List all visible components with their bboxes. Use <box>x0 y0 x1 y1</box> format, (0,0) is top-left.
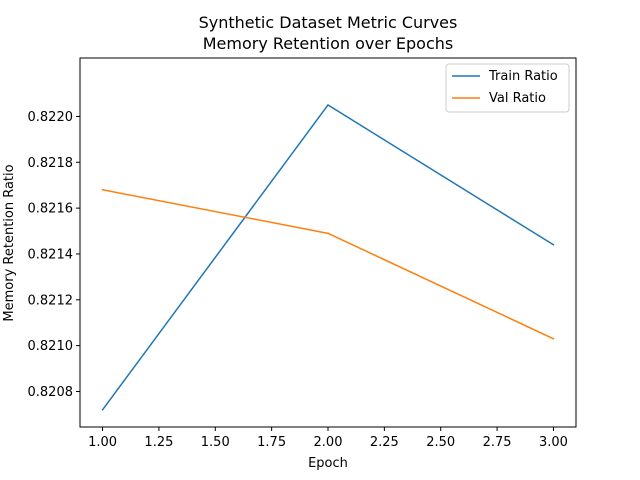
x-tick-label: 1.25 <box>144 435 173 450</box>
legend-label-train-ratio: Train Ratio <box>488 69 558 84</box>
y-tick-label: 0.8216 <box>28 202 74 217</box>
y-tick-label: 0.8214 <box>28 247 74 262</box>
legend: Train Ratio Val Ratio <box>445 63 570 113</box>
series-layer <box>101 104 555 411</box>
x-axis-ticks: 1.00 1.25 1.50 1.75 2.00 2.25 2.50 2.75 3.00 <box>88 427 568 450</box>
data-point-val-ratio <box>101 188 104 191</box>
data-point-train-ratio <box>327 104 329 106</box>
x-tick-label: 1.75 <box>257 435 286 450</box>
data-point-val-ratio <box>552 337 555 340</box>
series-line-train-ratio <box>101 104 554 411</box>
x-tick-label: 2.75 <box>483 435 512 450</box>
x-tick-label: 2.25 <box>370 435 399 450</box>
data-point-train-ratio <box>552 243 555 246</box>
y-tick-label: 0.8212 <box>28 293 74 308</box>
data-point-train-ratio <box>101 409 104 411</box>
series-line-val-ratio <box>102 189 554 340</box>
x-tick-label: 1.00 <box>88 435 117 450</box>
x-tick-label: 3.00 <box>539 435 568 450</box>
x-axis-label: Epoch <box>308 456 348 471</box>
y-axis-label: Memory Retention Ratio <box>2 164 17 321</box>
y-axis-ticks: 0.8208 0.8210 0.8212 0.8214 0.8216 0.8218 0.82… <box>28 110 80 400</box>
data-point-val-ratio <box>327 232 329 235</box>
plot-frame <box>79 57 577 428</box>
x-tick-label: 2.50 <box>426 435 455 450</box>
y-tick-label: 0.8218 <box>28 156 74 171</box>
x-tick-label: 1.50 <box>201 435 230 450</box>
y-tick-label: 0.8208 <box>28 385 74 400</box>
y-tick-label: 0.8210 <box>28 339 74 354</box>
y-tick-label: 0.8220 <box>28 110 74 125</box>
chart-title: Synthetic Dataset Metric Curves <box>199 13 458 32</box>
legend-label-val-ratio: Val Ratio <box>489 91 546 106</box>
x-tick-label: 2.00 <box>314 435 343 450</box>
chart-subtitle: Memory Retention over Epochs <box>203 34 453 53</box>
